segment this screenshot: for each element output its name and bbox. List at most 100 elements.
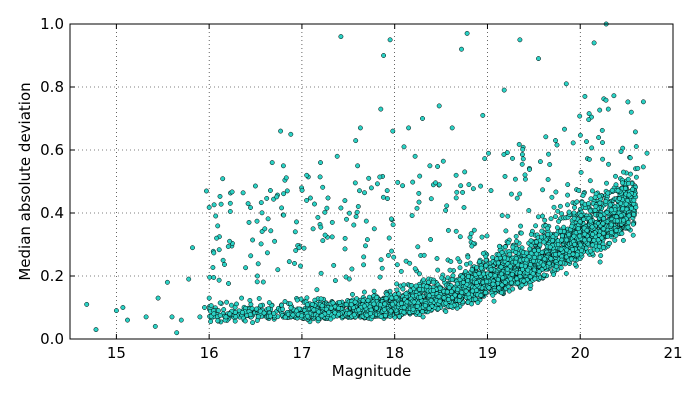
data-point — [400, 183, 406, 189]
data-point — [386, 235, 392, 241]
data-point — [279, 205, 285, 211]
x-tick-label: 20 — [571, 344, 590, 362]
data-point — [247, 297, 253, 303]
data-point — [640, 99, 646, 105]
data-point — [449, 125, 455, 131]
data-point — [385, 196, 390, 202]
data-point — [547, 244, 553, 250]
data-point — [569, 223, 575, 229]
data-point — [440, 158, 446, 164]
data-point — [613, 214, 619, 220]
data-point — [258, 241, 264, 247]
data-point — [304, 172, 310, 178]
data-point — [519, 161, 525, 167]
data-point — [488, 267, 494, 273]
data-point — [582, 93, 588, 99]
data-point — [559, 237, 565, 243]
data-point — [513, 259, 518, 265]
data-point — [582, 231, 588, 237]
data-point — [262, 226, 268, 232]
data-point — [155, 295, 161, 301]
data-point — [413, 283, 419, 289]
data-point — [433, 180, 438, 186]
data-point — [211, 250, 217, 256]
data-point — [501, 87, 507, 93]
data-point — [361, 289, 367, 295]
data-point — [480, 112, 486, 118]
data-point — [556, 218, 562, 224]
data-point — [342, 235, 348, 241]
data-point — [250, 320, 256, 326]
data-point — [517, 191, 523, 197]
data-point — [571, 215, 577, 221]
data-point — [454, 281, 460, 287]
data-point — [477, 259, 482, 265]
data-point — [338, 34, 344, 40]
data-point — [254, 279, 260, 285]
data-point — [403, 258, 409, 264]
data-point — [421, 252, 427, 258]
data-point — [390, 301, 395, 307]
data-point — [533, 223, 539, 229]
data-point — [323, 306, 329, 312]
data-point — [465, 254, 471, 260]
data-point — [619, 230, 625, 236]
data-point — [475, 300, 481, 306]
data-point — [435, 164, 441, 169]
data-point — [591, 237, 597, 243]
data-point — [264, 195, 270, 201]
data-point — [620, 206, 626, 212]
data-point — [623, 185, 628, 191]
data-point — [631, 197, 637, 203]
data-point — [292, 260, 297, 266]
data-point — [266, 306, 271, 312]
data-point — [206, 204, 212, 210]
data-point — [518, 223, 524, 229]
data-point — [510, 244, 516, 250]
data-point — [498, 264, 504, 270]
data-point — [416, 190, 422, 196]
y-axis-label: Median absolute deviation — [16, 82, 34, 280]
data-point — [379, 265, 385, 271]
data-point — [361, 262, 367, 268]
data-point — [592, 194, 598, 200]
data-point — [495, 277, 501, 283]
data-point — [572, 261, 578, 267]
data-point — [226, 281, 231, 286]
data-point — [467, 234, 473, 240]
data-point — [371, 226, 377, 232]
data-point — [596, 135, 602, 140]
data-point — [455, 256, 461, 262]
data-point — [216, 277, 222, 283]
data-point — [267, 313, 273, 319]
data-point — [522, 172, 528, 178]
data-point — [233, 314, 239, 320]
data-point — [203, 188, 209, 194]
data-point — [329, 219, 335, 225]
data-point — [424, 284, 430, 290]
data-point — [490, 255, 496, 260]
data-point — [471, 227, 477, 233]
data-point — [607, 240, 613, 246]
data-point — [478, 292, 484, 298]
data-point — [597, 259, 603, 265]
data-point — [232, 305, 238, 310]
data-point — [342, 198, 348, 204]
data-point — [457, 234, 463, 240]
data-point — [447, 267, 453, 273]
data-point — [459, 290, 465, 295]
data-point — [486, 285, 492, 291]
data-point — [548, 256, 554, 262]
data-point — [565, 192, 571, 198]
data-point — [304, 302, 310, 308]
data-point — [464, 261, 469, 267]
data-point — [538, 234, 544, 240]
data-point — [570, 251, 576, 257]
data-point — [543, 134, 549, 140]
data-point — [383, 295, 389, 301]
data-point — [398, 300, 404, 306]
data-point — [502, 255, 508, 261]
data-point — [304, 197, 310, 203]
data-point — [222, 262, 227, 267]
data-point — [571, 233, 577, 239]
